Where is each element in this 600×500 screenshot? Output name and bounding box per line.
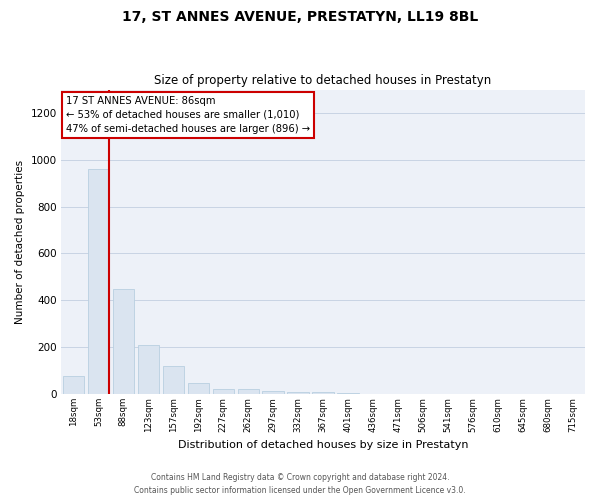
Bar (188, 384, 209, 394)
Text: 17 ST ANNES AVENUE: 86sqm
← 53% of detached houses are smaller (1,010)
47% of se: 17 ST ANNES AVENUE: 86sqm ← 53% of detac… (66, 96, 310, 134)
Title: Size of property relative to detached houses in Prestatyn: Size of property relative to detached ho… (154, 74, 491, 87)
Bar (163, 366, 184, 394)
Bar (238, 390, 259, 394)
Bar (113, 288, 134, 394)
Bar (212, 390, 234, 394)
Text: 17, ST ANNES AVENUE, PRESTATYN, LL19 8BL: 17, ST ANNES AVENUE, PRESTATYN, LL19 8BL (122, 10, 478, 24)
Bar (313, 392, 334, 394)
Bar (63, 376, 84, 394)
Bar (138, 345, 159, 394)
Bar (287, 392, 308, 394)
Bar (262, 390, 284, 394)
Text: Contains HM Land Registry data © Crown copyright and database right 2024.
Contai: Contains HM Land Registry data © Crown c… (134, 474, 466, 495)
X-axis label: Distribution of detached houses by size in Prestatyn: Distribution of detached houses by size … (178, 440, 468, 450)
Bar (88, 169, 109, 394)
Y-axis label: Number of detached properties: Number of detached properties (15, 160, 25, 324)
